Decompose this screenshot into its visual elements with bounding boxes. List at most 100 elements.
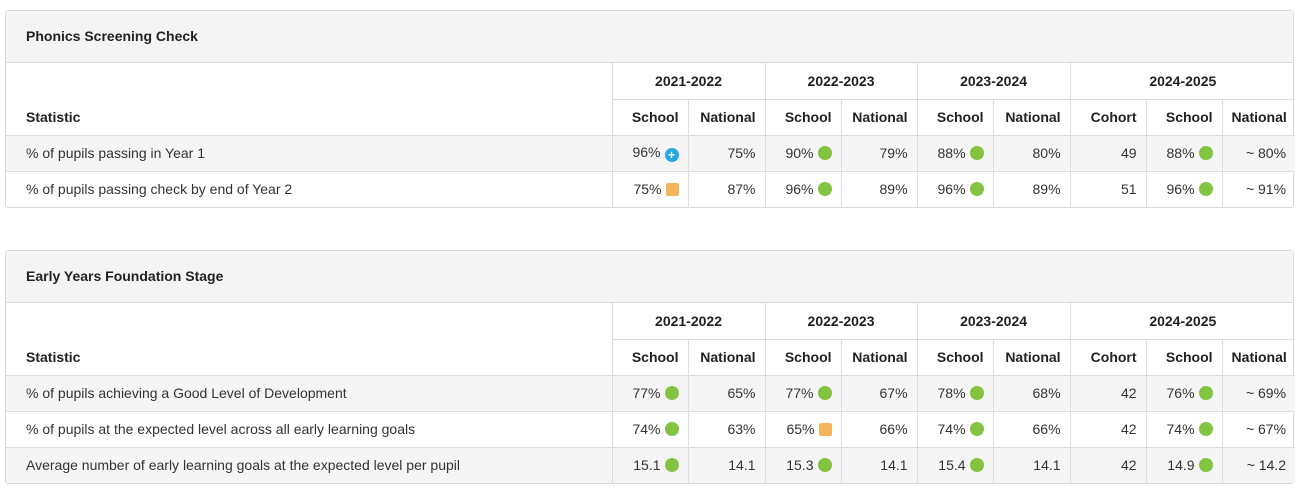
phonics-panel-title: Phonics Screening Check xyxy=(6,11,1293,63)
school-value-cell: 90% xyxy=(765,135,842,172)
school-header: School xyxy=(917,99,994,136)
national-header: National xyxy=(1222,339,1296,376)
cohort-value: 51 xyxy=(1070,171,1147,207)
green-circle-icon xyxy=(664,422,679,436)
school-value: 78% xyxy=(937,385,966,401)
school-header: School xyxy=(765,339,842,376)
school-value: 96% xyxy=(937,181,966,198)
year-header: 2024-2025 xyxy=(1070,63,1296,100)
school-value: 90% xyxy=(785,145,814,161)
school-value: 75% xyxy=(633,181,662,198)
national-value: 68% xyxy=(993,375,1071,412)
school-value-cell: 15.4 xyxy=(917,447,994,483)
school-value-cell: 77% xyxy=(765,375,842,412)
school-value: 96% xyxy=(1166,181,1195,198)
national-header: National xyxy=(841,99,918,136)
table-row: % of pupils at the expected level across… xyxy=(6,411,1296,448)
green-circle-icon xyxy=(969,422,984,436)
national-header: National xyxy=(688,99,766,136)
statistic-label: % of pupils achieving a Good Level of De… xyxy=(6,375,613,412)
national-value: 75% xyxy=(688,135,766,172)
national-value: 89% xyxy=(841,171,918,207)
school-value-cell: 15.1 xyxy=(612,447,689,483)
table-row: Average number of early learning goals a… xyxy=(6,447,1296,483)
eyfs-table: Statistic 2021-2022 2022-2023 2023-2024 … xyxy=(6,303,1296,483)
cohort-value: 49 xyxy=(1070,135,1147,172)
cohort-header: Cohort xyxy=(1070,339,1147,376)
phonics-table: Statistic 2021-2022 2022-2023 2023-2024 … xyxy=(6,63,1296,207)
school-value: 74% xyxy=(632,421,661,437)
green-circle-icon xyxy=(1198,182,1213,197)
school-value: 88% xyxy=(1166,145,1195,161)
national-value: 87% xyxy=(688,171,766,207)
green-circle-icon xyxy=(1198,146,1213,160)
green-circle-icon xyxy=(817,386,832,400)
school-value-cell: 75% xyxy=(612,171,689,207)
amber-square-icon xyxy=(818,423,832,436)
school-value: 74% xyxy=(937,421,966,437)
eyfs-panel-title: Early Years Foundation Stage xyxy=(6,251,1293,303)
national-value: ~ 67% xyxy=(1222,411,1296,448)
green-circle-icon xyxy=(969,458,984,473)
above-icon xyxy=(664,148,679,162)
school-value: 77% xyxy=(785,385,814,401)
national-value: 63% xyxy=(688,411,766,448)
national-value: 79% xyxy=(841,135,918,172)
school-value-cell: 88% xyxy=(917,135,994,172)
national-value: 66% xyxy=(841,411,918,448)
national-header: National xyxy=(688,339,766,376)
school-value: 14.9 xyxy=(1167,457,1195,474)
school-value-cell: 96% xyxy=(917,171,994,207)
year-header: 2023-2024 xyxy=(917,303,1071,340)
school-value: 15.1 xyxy=(633,457,661,474)
cohort-value: 42 xyxy=(1070,447,1147,483)
year-header: 2021-2022 xyxy=(612,303,766,340)
national-header: National xyxy=(1222,99,1296,136)
national-value: ~ 14.2 xyxy=(1222,447,1296,483)
green-circle-icon xyxy=(969,386,984,400)
year-header: 2022-2023 xyxy=(765,303,918,340)
school-value-cell: 74% xyxy=(917,411,994,448)
statistic-label: % of pupils passing in Year 1 xyxy=(6,135,613,172)
table-row: % of pupils achieving a Good Level of De… xyxy=(6,375,1296,412)
school-value: 96% xyxy=(785,181,814,198)
green-circle-icon xyxy=(969,146,984,160)
year-header: 2024-2025 xyxy=(1070,303,1296,340)
green-circle-icon xyxy=(1198,422,1213,436)
amber-square-icon xyxy=(665,183,679,197)
school-header: School xyxy=(1146,339,1223,376)
cohort-header: Cohort xyxy=(1070,99,1147,136)
statistic-header: Statistic xyxy=(6,303,613,376)
school-header: School xyxy=(917,339,994,376)
cohort-value: 42 xyxy=(1070,375,1147,412)
table-row: % of pupils passing check by end of Year… xyxy=(6,171,1295,207)
green-circle-icon xyxy=(817,146,832,160)
school-value-cell: 96% xyxy=(1146,171,1223,207)
green-circle-icon xyxy=(817,182,832,197)
school-header: School xyxy=(765,99,842,136)
school-value-cell: 76% xyxy=(1146,375,1223,412)
statistic-header: Statistic xyxy=(6,63,613,136)
school-value: 74% xyxy=(1166,421,1195,437)
national-value: 66% xyxy=(993,411,1071,448)
school-header: School xyxy=(612,99,689,136)
school-value: 65% xyxy=(786,421,815,437)
green-circle-icon xyxy=(969,182,984,197)
table-row: % of pupils passing in Year 1 96% 75% 90… xyxy=(6,135,1296,172)
national-value: 80% xyxy=(993,135,1071,172)
national-value: ~ 69% xyxy=(1222,375,1296,412)
school-value-cell: 65% xyxy=(765,411,842,448)
national-header: National xyxy=(841,339,918,376)
statistic-label: % of pupils at the expected level across… xyxy=(6,411,613,448)
national-value: 89% xyxy=(993,171,1071,207)
school-header: School xyxy=(612,339,689,376)
school-value-cell: 77% xyxy=(612,375,689,412)
school-value: 15.4 xyxy=(938,457,966,474)
school-value: 15.3 xyxy=(786,457,814,474)
school-header: School xyxy=(1146,99,1223,136)
school-value-cell: 74% xyxy=(1146,411,1223,448)
year-header: 2023-2024 xyxy=(917,63,1071,100)
school-value-cell: 15.3 xyxy=(765,447,842,483)
national-header: National xyxy=(993,339,1071,376)
statistic-label: Average number of early learning goals a… xyxy=(6,447,613,483)
